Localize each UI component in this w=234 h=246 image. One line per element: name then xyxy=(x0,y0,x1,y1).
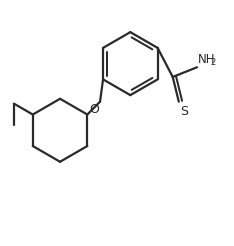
Text: NH: NH xyxy=(198,53,216,66)
Text: S: S xyxy=(180,105,188,118)
Text: 2: 2 xyxy=(210,58,216,67)
Text: O: O xyxy=(89,103,99,116)
